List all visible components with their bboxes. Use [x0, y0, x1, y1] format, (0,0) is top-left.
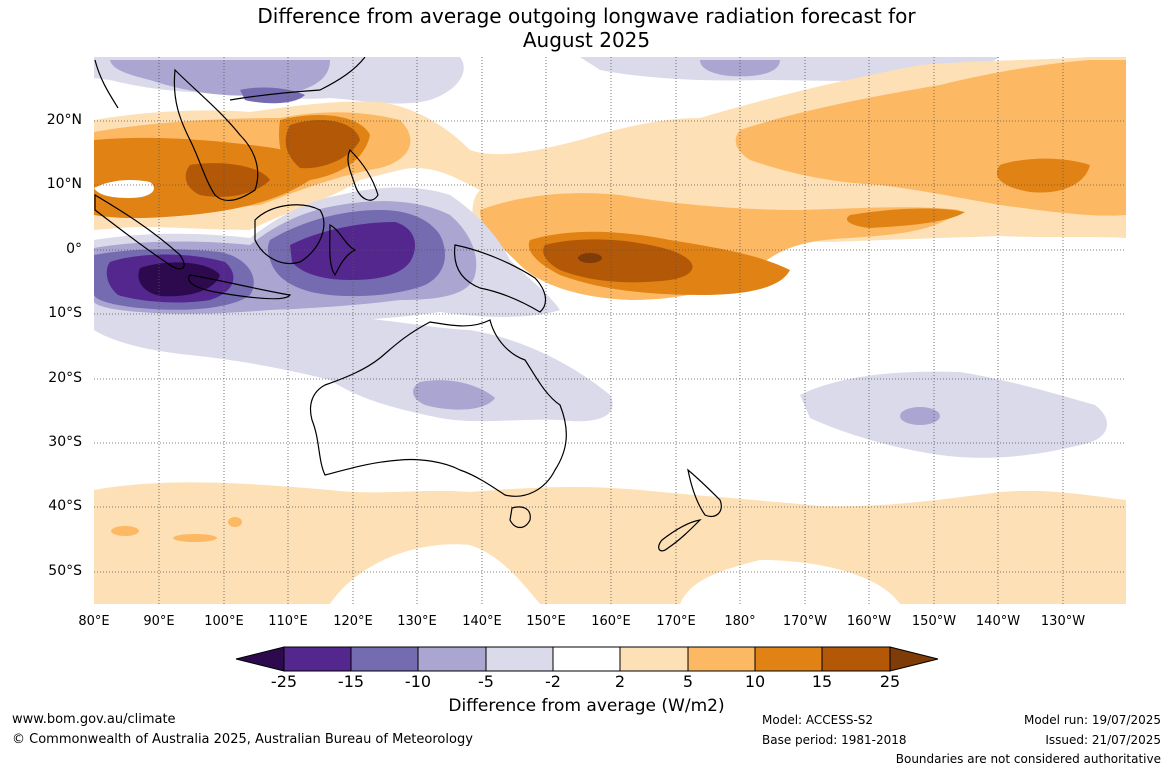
lon-label: 140°E: [462, 614, 502, 629]
india-tip: [94, 59, 119, 109]
lon-label: 100°E: [204, 614, 244, 629]
lon-label: 140°W: [975, 614, 1021, 629]
lon-label: 90°E: [143, 614, 175, 629]
map-title-line1: Difference from average outgoing longwav…: [257, 4, 916, 28]
colorbar-tick-label: 10: [744, 672, 766, 691]
colorbar-arrow-low: [235, 646, 285, 672]
lat-label: 20°S: [48, 370, 82, 386]
lon-label: 130°E: [397, 614, 437, 629]
colorbar-arrow-high: [889, 646, 939, 672]
colorbar: [235, 646, 939, 672]
model-run-date: Model run: 19/07/2025: [1023, 713, 1161, 727]
colorbar-segment: [417, 646, 487, 672]
base-period: Base period: 1981-2018: [762, 733, 907, 747]
lon-label: 110°E: [268, 614, 308, 629]
colorbar-title: Difference from average (W/m2): [448, 696, 725, 716]
model-name: Model: ACCESS-S2: [762, 713, 874, 727]
colorbar-segment: [485, 646, 554, 672]
new-guinea-coast: [453, 244, 546, 313]
lat-label: 0°: [66, 241, 82, 257]
lon-label: 180°: [724, 614, 756, 629]
indochina-coast: [173, 68, 259, 202]
lat-label: 10°N: [46, 176, 82, 192]
java-coast: [188, 274, 292, 300]
colorbar-tick-label: -25: [270, 672, 298, 691]
anomaly-region-south-light-orange: [94, 482, 1126, 604]
colorbar-segment: [687, 646, 756, 672]
new-zealand-north-coast: [687, 468, 722, 518]
colorbar-segment: [619, 646, 689, 672]
australia-coast: [309, 319, 567, 497]
philippines-coast: [347, 148, 379, 201]
colorbar-segment: [821, 646, 891, 672]
china-coast: [229, 57, 366, 101]
graticule: [94, 57, 1126, 604]
colorbar-tick-label: 15: [811, 672, 833, 691]
lon-label: 170°W: [782, 614, 828, 629]
lat-label: 10°S: [48, 305, 82, 321]
coastlines: [94, 57, 722, 552]
lon-label: 150°W: [911, 614, 957, 629]
colorbar-segment: [754, 646, 823, 672]
colorbar-tick-label: -2: [545, 672, 561, 691]
lon-label: 80°E: [78, 614, 110, 629]
anomaly-region-southeast-light-purple: [800, 371, 1107, 458]
lon-label: 130°W: [1040, 614, 1086, 629]
colorbar-segment: [283, 646, 352, 672]
new-zealand-south-coast: [658, 519, 702, 552]
tasmania-coast: [509, 506, 531, 529]
sumatra-coast: [94, 193, 185, 270]
sulawesi-coast: [329, 224, 357, 277]
colorbar-tick-label: 25: [879, 672, 901, 691]
lon-label: 170°E: [656, 614, 696, 629]
lon-label: 150°E: [526, 614, 566, 629]
borneo-coast: [254, 204, 325, 264]
colorbar-tick-label: -15: [337, 672, 365, 691]
copyright-text: © Commonwealth of Australia 2025, Austra…: [12, 732, 473, 747]
lat-label: 50°S: [48, 563, 82, 579]
colorbar-segment: [552, 646, 621, 672]
lon-label: 160°E: [591, 614, 631, 629]
site-link[interactable]: www.bom.gov.au/climate: [12, 712, 176, 727]
colorbar-segment: [350, 646, 419, 672]
map-title-line2: August 2025: [522, 28, 651, 52]
lat-label: 40°S: [48, 498, 82, 514]
colorbar-tick-label: -5: [478, 672, 494, 691]
colorbar-tick-label: 2: [614, 672, 626, 691]
boundary-disclaimer: Boundaries are not considered authoritat…: [895, 752, 1161, 766]
anomaly-field: [94, 57, 1126, 604]
lat-label: 30°S: [48, 434, 82, 450]
colorbar-tick-label: 5: [682, 672, 694, 691]
map-title: Difference from average outgoing longwav…: [0, 4, 1173, 52]
lon-label: 160°W: [846, 614, 892, 629]
lat-label: 20°N: [46, 112, 82, 128]
lon-label: 120°E: [333, 614, 373, 629]
issued-date: Issued: 21/07/2025: [1045, 733, 1161, 747]
colorbar-tick-label: -10: [404, 672, 432, 691]
